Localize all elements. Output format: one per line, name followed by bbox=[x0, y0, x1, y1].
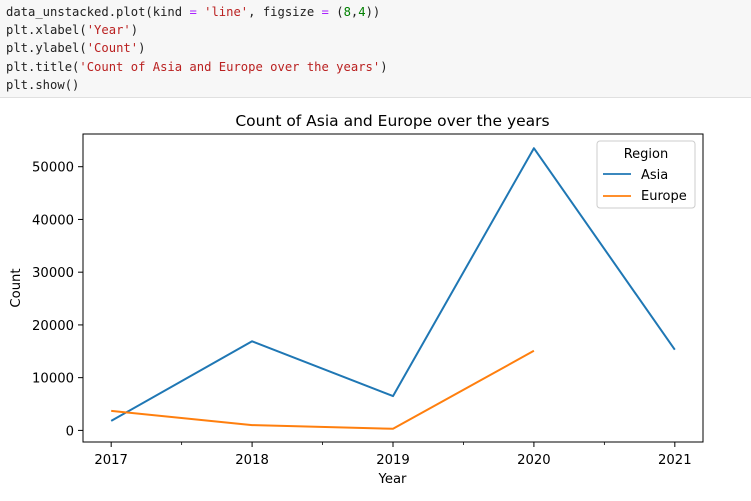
code-line-3: plt.ylabel('Count') bbox=[6, 39, 751, 57]
y-tick-label: 20000 bbox=[32, 319, 74, 334]
y-tick-label: 10000 bbox=[32, 372, 74, 387]
x-tick-label: 2019 bbox=[376, 453, 410, 468]
legend: Region Asia Europe bbox=[597, 141, 695, 208]
x-tick-label: 2017 bbox=[94, 453, 128, 468]
chart-title: Count of Asia and Europe over the years bbox=[235, 112, 549, 130]
code-line-1: data_unstacked.plot(kind = 'line', figsi… bbox=[6, 3, 751, 21]
code-cell[interactable]: data_unstacked.plot(kind = 'line', figsi… bbox=[0, 0, 751, 98]
code-line-5: plt.show() bbox=[6, 76, 751, 94]
legend-label-asia: Asia bbox=[641, 168, 668, 183]
line-chart: Count of Asia and Europe over the years … bbox=[0, 99, 751, 497]
y-axis-label: Count bbox=[9, 268, 24, 307]
y-tick-label: 50000 bbox=[32, 161, 74, 176]
code-line-4: plt.title('Count of Asia and Europe over… bbox=[6, 58, 751, 76]
code-line-2: plt.xlabel('Year') bbox=[6, 21, 751, 39]
x-axis-label: Year bbox=[378, 472, 407, 487]
legend-label-europe: Europe bbox=[641, 189, 687, 204]
y-tick-label: 40000 bbox=[32, 213, 74, 228]
x-tick-label: 2018 bbox=[235, 453, 269, 468]
cell-output: Count of Asia and Europe over the years … bbox=[0, 99, 751, 497]
x-tick-label: 2020 bbox=[517, 453, 551, 468]
x-tick-label: 2021 bbox=[658, 453, 692, 468]
y-tick-label: 0 bbox=[66, 424, 74, 439]
legend-title: Region bbox=[624, 147, 669, 162]
y-tick-label: 30000 bbox=[32, 266, 74, 281]
